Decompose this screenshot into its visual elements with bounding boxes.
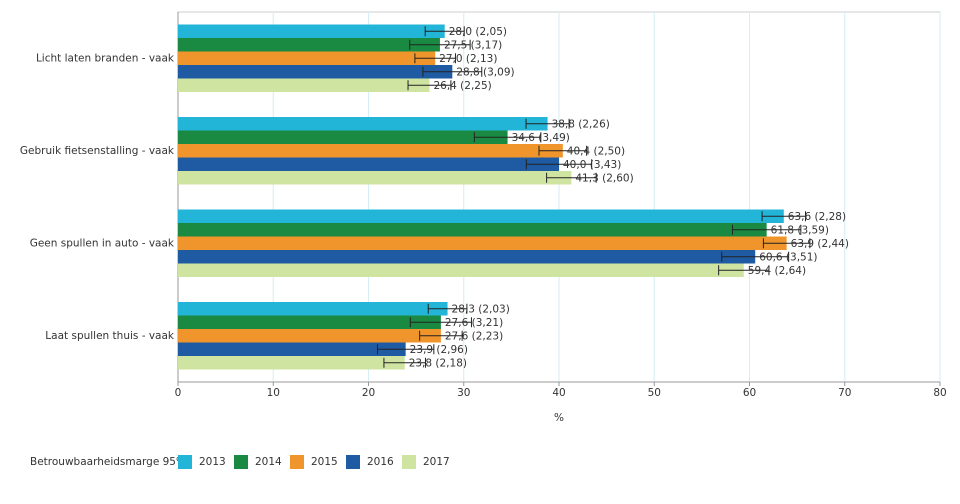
error-bar	[409, 39, 471, 50]
value-label: 23,9 (2,96)	[410, 344, 468, 356]
x-axis-label: %	[554, 412, 564, 424]
error-bar	[721, 251, 790, 262]
value-label: 27,6 (2,23)	[445, 330, 503, 342]
legend-label: 2014	[255, 456, 282, 468]
bar	[178, 78, 430, 92]
bar	[178, 329, 441, 343]
value-label: 63,9 (2,44)	[791, 238, 849, 250]
legend-swatch	[178, 455, 192, 469]
error-bar	[414, 53, 456, 64]
legend-swatch	[290, 455, 304, 469]
legend-label: 2016	[367, 456, 394, 468]
x-tick-label: 60	[743, 387, 756, 399]
error-bar	[422, 66, 483, 77]
bar	[178, 171, 572, 185]
bar	[178, 117, 548, 131]
bar	[178, 315, 441, 329]
legend-swatch	[346, 455, 360, 469]
error-bar	[718, 265, 770, 276]
x-tick-label: 30	[457, 387, 470, 399]
y-tick-label: Licht laten branden - vaak	[36, 52, 175, 64]
bar	[178, 236, 787, 250]
value-label: 59,4 (2,64)	[748, 265, 806, 277]
value-label: 28,0 (2,05)	[449, 26, 507, 38]
bar	[178, 209, 784, 223]
bar	[178, 24, 445, 38]
error-bar	[546, 172, 597, 183]
legend-swatch	[402, 455, 416, 469]
bar	[178, 250, 756, 264]
error-bar	[427, 303, 468, 314]
error-bar	[407, 80, 452, 91]
error-bar	[525, 118, 570, 129]
legend-label: 2015	[311, 456, 338, 468]
value-label: 27,0 (2,13)	[439, 53, 497, 65]
x-tick-label: 50	[648, 387, 661, 399]
error-bar	[419, 330, 463, 341]
value-label: 38,8 (2,26)	[552, 118, 610, 130]
error-bar	[525, 159, 593, 170]
value-label: 34,6 (3,49)	[512, 132, 570, 144]
value-label: 61,8 (3,59)	[771, 224, 829, 236]
error-bar	[409, 317, 472, 328]
value-label: 26,4 (2,25)	[433, 80, 491, 92]
value-label: 23,8 (2,18)	[409, 357, 467, 369]
legend-title: Betrouwbaarheidsmarge 95%	[30, 456, 186, 468]
value-label: 28,8 (3,09)	[456, 66, 514, 78]
bar	[178, 302, 448, 316]
value-label: 41,3 (2,60)	[575, 172, 633, 184]
bar	[178, 157, 559, 171]
value-label: 40,4 (2,50)	[567, 145, 625, 157]
value-label: 40,0 (3,43)	[563, 159, 621, 171]
bar	[178, 65, 453, 79]
y-tick-label: Laat spullen thuis - vaak	[45, 330, 175, 342]
x-tick-label: 0	[175, 387, 182, 399]
bar	[178, 263, 744, 277]
y-tick-label: Geen spullen in auto - vaak	[30, 237, 175, 249]
error-bar	[761, 211, 807, 222]
error-bar	[762, 238, 811, 249]
x-tick-label: 70	[838, 387, 851, 399]
bar	[178, 342, 406, 356]
value-label: 28,3 (2,03)	[452, 303, 510, 315]
bar	[178, 144, 563, 158]
x-tick-label: 80	[933, 387, 946, 399]
x-tick-label: 20	[362, 387, 375, 399]
bar	[178, 130, 508, 144]
x-tick-label: 40	[552, 387, 565, 399]
value-label: 63,6 (2,28)	[788, 211, 846, 223]
x-tick-label: 10	[267, 387, 280, 399]
error-bar	[473, 132, 542, 143]
bar	[178, 38, 440, 52]
value-label: 60,6 (3,51)	[759, 251, 817, 263]
legend-swatch	[234, 455, 248, 469]
y-tick-label: Gebruik fietsenstalling - vaak	[20, 145, 175, 157]
error-bar	[383, 357, 426, 368]
legend-label: 2017	[423, 456, 450, 468]
error-bar	[731, 224, 802, 235]
bar	[178, 51, 436, 65]
value-label: 27,5 (3,17)	[444, 39, 502, 51]
error-bar	[424, 26, 465, 37]
bar	[178, 356, 405, 370]
bar	[178, 223, 767, 237]
error-bar	[376, 344, 435, 355]
legend-label: 2013	[199, 456, 226, 468]
error-bar	[538, 145, 588, 156]
value-label: 27,6 (3,21)	[445, 317, 503, 329]
